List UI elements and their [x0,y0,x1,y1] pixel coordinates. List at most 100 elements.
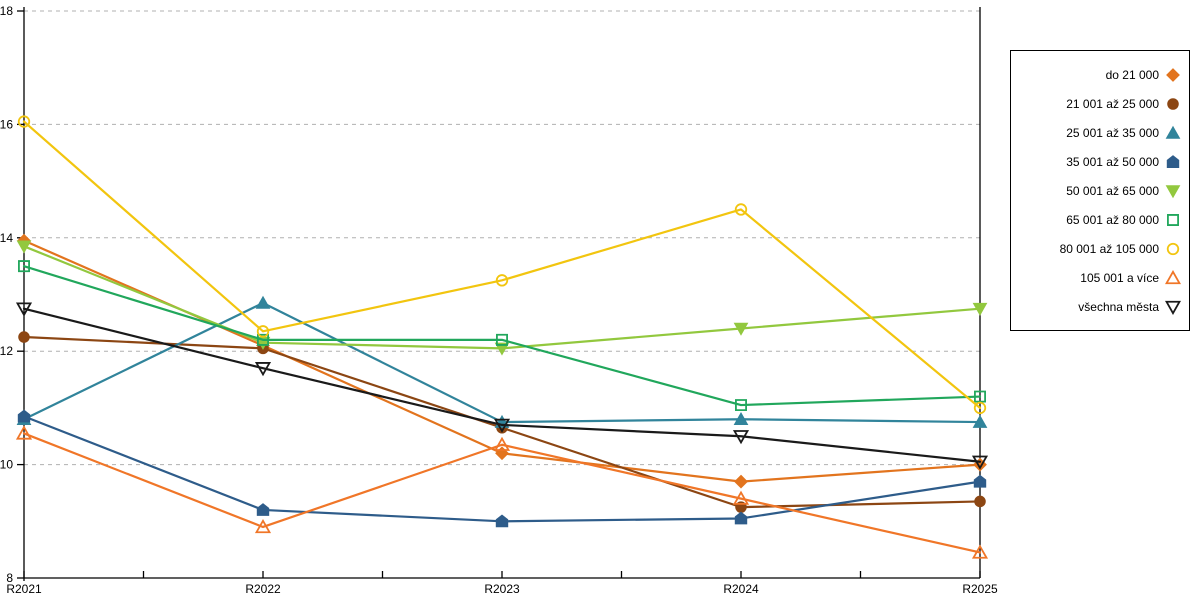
x-tick-label: R2024 [723,582,759,596]
triangle-up-marker-icon [1165,125,1181,139]
circle-marker-icon [17,115,31,128]
diamond-marker-icon [734,474,748,489]
legend-item: 80 001 až 105 000 [1015,234,1181,263]
pentagon-marker-icon [973,474,987,488]
legend-label: 65 001 až 80 000 [1066,212,1159,227]
triangle-down-marker-icon [972,302,988,316]
diamond-marker-icon [1166,67,1180,82]
circle-marker-icon [18,331,30,343]
circle-marker-icon [1166,242,1180,255]
legend-item: 65 001 až 80 000 [1015,205,1181,234]
square-marker-icon [1167,213,1179,226]
triangle-down-marker-icon [493,418,511,433]
legend-label: 21 001 až 25 000 [1066,96,1159,111]
diamond-marker-icon [1166,67,1180,82]
triangle-down-marker-icon [1165,184,1181,198]
series-65-001-až-80-000 [18,260,986,412]
square-marker-icon [974,390,986,403]
legend-label: 25 001 až 35 000 [1066,125,1159,140]
triangle-down-marker-icon [254,362,272,377]
triangle-up-marker-icon [15,425,33,440]
x-tick-label: R2025 [962,582,998,596]
pentagon-marker-icon [1166,154,1180,168]
triangle-down-marker-icon [494,342,510,356]
legend-item: 35 001 až 50 000 [1015,147,1181,176]
triangle-up-marker-icon [254,518,272,534]
legend-item: 50 001 až 65 000 [1015,176,1181,205]
series-line [22,245,982,350]
y-tick-label: 18 [0,4,13,18]
triangle-up-marker-icon [493,436,511,451]
gridlines [24,10,980,466]
y-tick-label: 8 [6,571,13,585]
legend-item: 21 001 až 25 000 [1015,89,1181,118]
triangle-down-marker-icon [15,302,33,317]
legend-item: všechna města [1015,292,1181,321]
pentagon-marker-icon [17,409,31,423]
series-line [22,120,982,409]
y-tick-label: 14 [0,231,13,245]
legend-label: do 21 000 [1105,67,1159,82]
y-tick-label: 10 [0,458,13,472]
triangle-down-marker-icon [1165,300,1181,315]
triangle-down-marker-icon [971,455,989,470]
pentagon-marker-icon [495,514,509,528]
triangle-down-marker-icon [1165,184,1181,198]
circle-marker-icon [1166,242,1180,255]
series-všechna-města [15,302,989,470]
series-line [22,432,982,554]
square-marker-icon [496,333,508,346]
legend-item: 105 001 a více [1015,263,1181,292]
triangle-down-marker-icon [1165,300,1181,315]
triangle-down-marker-icon [732,430,750,445]
circle-marker-icon [973,401,987,415]
diamond-marker-icon [495,446,509,461]
pentagon-marker-icon [256,503,270,516]
y-tick-label: 12 [0,344,13,358]
legend-label: 50 001 až 65 000 [1066,183,1159,198]
axes [17,7,981,581]
triangle-up-marker-icon [971,544,989,559]
circle-marker-icon [1167,97,1179,110]
x-tick-label: R2022 [245,582,281,596]
legend-label: 105 001 a více [1080,270,1159,285]
series-50-001-až-65-000 [16,240,988,356]
triangle-up-marker-icon [1165,269,1181,284]
legend: do 21 000 21 001 až 25 000 25 001 až 35 00… [1010,50,1190,331]
data-series [15,115,989,559]
triangle-up-marker-icon [732,490,750,505]
circle-marker-icon [734,203,748,216]
series-80-001-až-105-000 [17,115,987,415]
legend-item: 25 001 až 35 000 [1015,118,1181,147]
square-marker-icon [18,260,30,273]
series-line [22,265,982,407]
legend-item: do 21 000 [1015,60,1181,89]
circle-marker-icon [974,495,986,508]
series-35-001-až-50-000 [17,409,987,528]
triangle-up-marker-icon [1165,125,1181,139]
series-line [22,307,982,463]
triangle-down-marker-icon [733,322,749,336]
series-105-001-a-více [15,425,989,559]
square-marker-icon [735,399,747,412]
legend-label: všechna města [1078,299,1159,314]
pentagon-marker-icon [1166,154,1180,168]
circle-marker-icon [495,274,509,287]
series-25-001-až-35-000 [16,295,988,428]
axis-tick-labels: 8 10 12 14 16 18 R2021 R2022 R2023 R2024 R2025 [0,4,998,596]
circle-marker-icon [256,325,270,338]
triangle-up-marker-icon [972,414,988,428]
square-marker-icon [257,333,269,346]
triangle-up-marker-icon [255,295,271,309]
legend-label: 35 001 až 50 000 [1066,154,1159,169]
legend-label: 80 001 až 105 000 [1059,241,1159,256]
triangle-up-marker-icon [733,412,749,426]
pentagon-marker-icon [734,511,748,525]
circle-marker-icon [1167,97,1179,110]
x-tick-label: R2021 [6,582,42,596]
triangle-down-marker-icon [16,240,32,254]
triangle-up-marker-icon [1165,269,1181,284]
square-marker-icon [1167,213,1179,226]
